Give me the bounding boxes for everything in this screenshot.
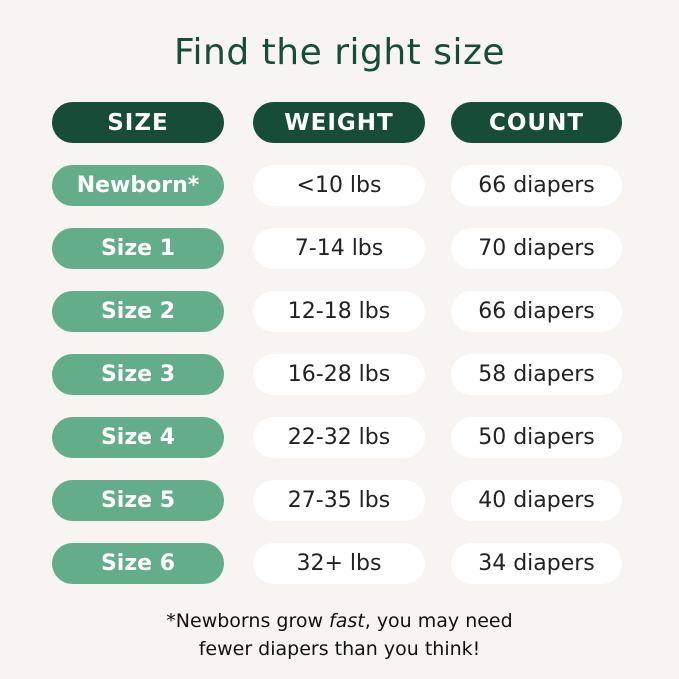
row-size: Size 4 bbox=[52, 417, 224, 458]
row-size: Newborn* bbox=[52, 165, 224, 206]
row-weight: 16-28 lbs bbox=[253, 354, 425, 395]
page-title: Find the right size bbox=[173, 32, 506, 73]
row-weight: 22-32 lbs bbox=[253, 417, 425, 458]
header-weight: WEIGHT bbox=[253, 102, 425, 143]
row-size: Size 5 bbox=[52, 480, 224, 521]
row-weight: 7-14 lbs bbox=[253, 228, 425, 269]
row-weight: 32+ lbs bbox=[253, 543, 425, 584]
row-count: 58 diapers bbox=[451, 354, 622, 395]
row-size: Size 1 bbox=[52, 228, 224, 269]
row-count: 66 diapers bbox=[451, 291, 622, 332]
footnote: *Newborns grow fast, you may need fewer … bbox=[0, 607, 679, 663]
footnote-text: *Newborns grow bbox=[166, 610, 330, 632]
row-size: Size 3 bbox=[52, 354, 224, 395]
footnote-emphasis: fast bbox=[329, 610, 365, 632]
row-count: 40 diapers bbox=[451, 480, 622, 521]
row-weight: 12-18 lbs bbox=[253, 291, 425, 332]
row-weight: <10 lbs bbox=[253, 165, 425, 206]
row-count: 70 diapers bbox=[451, 228, 622, 269]
header-count: COUNT bbox=[451, 102, 622, 143]
footnote-text-2: , you may need bbox=[364, 610, 513, 632]
row-size: Size 6 bbox=[52, 543, 224, 584]
row-count: 50 diapers bbox=[451, 417, 622, 458]
header-size: SIZE bbox=[52, 102, 224, 143]
row-weight: 27-35 lbs bbox=[253, 480, 425, 521]
row-count: 66 diapers bbox=[451, 165, 622, 206]
row-size: Size 2 bbox=[52, 291, 224, 332]
row-count: 34 diapers bbox=[451, 543, 622, 584]
footnote-line-2: fewer diapers than you think! bbox=[198, 638, 481, 660]
